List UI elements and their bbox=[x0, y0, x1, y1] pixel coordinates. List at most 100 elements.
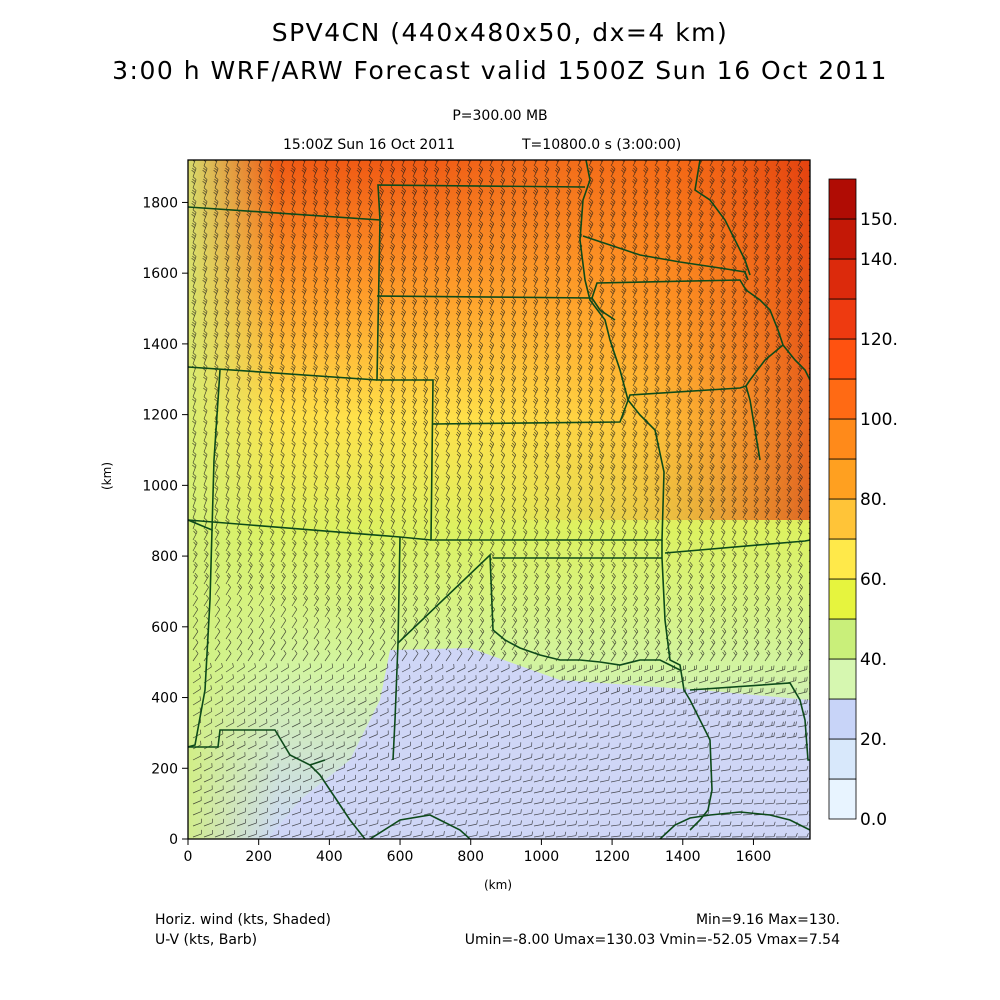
wind-barb bbox=[499, 308, 506, 321]
wind-barb bbox=[279, 319, 285, 332]
wind-barb bbox=[357, 418, 362, 431]
wind-barb bbox=[258, 385, 263, 398]
wind-barb bbox=[533, 664, 543, 673]
wind-barb bbox=[709, 187, 715, 200]
colorbar-label: 20. bbox=[860, 730, 887, 750]
wind-barb bbox=[577, 429, 583, 442]
wind-barb bbox=[357, 708, 367, 717]
wind-barb bbox=[687, 209, 693, 222]
wind-barb bbox=[566, 473, 572, 486]
wind-barb bbox=[687, 594, 693, 607]
wind-barb bbox=[665, 352, 671, 365]
wind-barb bbox=[698, 352, 704, 365]
wind-barb bbox=[532, 308, 539, 321]
wind-barb bbox=[610, 742, 621, 750]
wind-barb bbox=[731, 616, 738, 629]
wind-barb bbox=[280, 572, 286, 585]
wind-barb bbox=[731, 374, 737, 387]
wind-barb bbox=[313, 160, 317, 167]
wind-barb bbox=[731, 429, 737, 442]
wind-barb bbox=[312, 275, 318, 288]
wind-barb bbox=[533, 506, 539, 519]
wind-barb bbox=[588, 275, 594, 288]
wind-barb bbox=[676, 429, 682, 442]
wind-barb bbox=[632, 687, 643, 695]
wind-barb bbox=[191, 330, 197, 343]
wind-barb bbox=[532, 363, 539, 376]
wind-barb bbox=[543, 341, 550, 354]
wind-barb bbox=[599, 484, 605, 497]
wind-barb bbox=[312, 330, 318, 343]
wind-barb bbox=[290, 231, 296, 244]
wind-barb bbox=[235, 176, 241, 189]
wind-barb bbox=[665, 418, 671, 431]
wind-barb bbox=[698, 407, 704, 420]
wind-barb bbox=[588, 160, 593, 167]
wind-barb bbox=[709, 517, 715, 530]
wind-barb bbox=[775, 264, 781, 277]
wind-barb bbox=[521, 198, 528, 211]
wind-barb bbox=[521, 253, 528, 266]
wind-barb bbox=[488, 275, 495, 288]
wind-barb bbox=[665, 810, 677, 816]
wind-barb bbox=[213, 297, 219, 310]
wind-barb bbox=[324, 774, 334, 783]
wind-barb bbox=[753, 698, 764, 706]
wind-barb bbox=[654, 709, 665, 717]
wind-barb bbox=[643, 720, 654, 728]
colorbar-swatch bbox=[828, 298, 857, 340]
wind-barb bbox=[302, 819, 313, 827]
wind-barb bbox=[532, 165, 539, 178]
wind-barb bbox=[291, 528, 297, 541]
wind-barb bbox=[247, 528, 253, 541]
wind-barb bbox=[434, 764, 445, 772]
wind-barb bbox=[775, 297, 781, 310]
wind-barb bbox=[753, 275, 759, 288]
wind-barb bbox=[335, 674, 345, 684]
wind-barb bbox=[378, 396, 384, 409]
wind-barb bbox=[335, 583, 341, 596]
wind-barb bbox=[401, 819, 412, 827]
wind-barb bbox=[610, 484, 616, 497]
wind-barb bbox=[665, 506, 671, 519]
wind-barb bbox=[632, 385, 638, 398]
wind-barb bbox=[522, 160, 527, 167]
wind-barb bbox=[665, 776, 676, 783]
wind-barb bbox=[643, 605, 650, 618]
x-tick-label: 1000 bbox=[524, 849, 560, 865]
wind-barb bbox=[192, 605, 199, 618]
wind-barb bbox=[389, 297, 395, 310]
wind-barb bbox=[698, 650, 705, 662]
wind-barb bbox=[654, 639, 661, 651]
wind-barb bbox=[742, 220, 748, 233]
wind-barb bbox=[643, 676, 653, 684]
wind-barb bbox=[291, 718, 301, 728]
wind-barb bbox=[444, 264, 451, 277]
wind-barb bbox=[764, 639, 771, 651]
wind-barb bbox=[357, 539, 363, 552]
wind-barb bbox=[786, 788, 798, 794]
wind-barb bbox=[709, 352, 715, 365]
wind-barb bbox=[610, 809, 622, 816]
wind-barb bbox=[698, 418, 704, 431]
wind-barb bbox=[510, 440, 517, 453]
wind-barb bbox=[621, 297, 627, 310]
wind-barb bbox=[566, 753, 577, 761]
wind-barb bbox=[577, 160, 582, 167]
wind-barb bbox=[698, 462, 704, 475]
wind-barb bbox=[632, 231, 638, 244]
wind-barb bbox=[720, 506, 726, 519]
wind-barb bbox=[467, 550, 473, 563]
wind-barb bbox=[510, 286, 517, 299]
wind-barb bbox=[236, 774, 246, 783]
wind-barb bbox=[577, 385, 583, 398]
wind-barb bbox=[213, 198, 219, 211]
wind-barb bbox=[632, 742, 643, 750]
wind-barb bbox=[279, 231, 285, 244]
wind-barb bbox=[632, 176, 638, 189]
wind-barb bbox=[269, 561, 275, 574]
wind-barb bbox=[445, 831, 456, 838]
wind-barb bbox=[401, 708, 411, 717]
wind-barb bbox=[544, 627, 551, 640]
